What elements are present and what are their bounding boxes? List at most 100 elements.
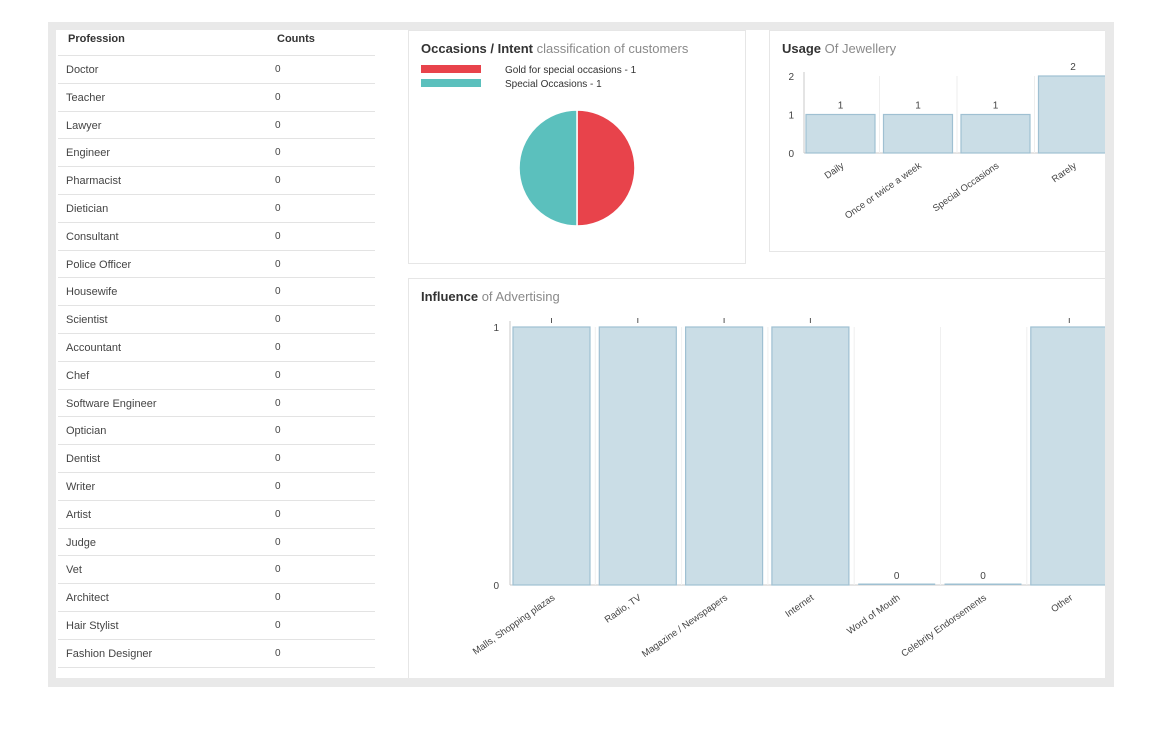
table-row: Fashion Designer 0 (58, 638, 375, 667)
data-label: 2 (1070, 62, 1076, 73)
x-tick-label: Magazine / Newspapers (640, 592, 730, 660)
profession-name: Optician (66, 425, 107, 438)
table-row: Optician 0 (58, 416, 375, 444)
profession-count: 0 (275, 64, 281, 75)
table-row: Hair Stylist 0 (58, 611, 375, 639)
profession-count: 0 (275, 425, 281, 437)
x-tick-label: Once or twice a week (843, 160, 924, 221)
occasions-intent-panel: Occasions / Intent classification of cus… (408, 30, 746, 264)
table-row: Writer 0 (58, 472, 375, 500)
table-row: Chef 0 (58, 360, 375, 389)
profession-name: Lawyer (66, 119, 102, 132)
profession-count: 0 (275, 620, 281, 631)
pie-slice (576, 109, 636, 227)
profession-count: 0 (275, 481, 281, 492)
influence-title: Influence (421, 289, 479, 304)
pie-chart: Gold for special occasions - 1 Special Oc… (421, 65, 637, 227)
table-row: Artist 0 (58, 499, 375, 528)
legend-label: Special Occasions - 1 (505, 79, 602, 90)
usage-subtitle: Of Jewellery (824, 41, 897, 56)
influence-advertising-title: Influence of Advertising (421, 289, 560, 304)
x-tick-label: Daily (823, 160, 847, 181)
usage-bar-chart: 0 1 2 1 Daily 1 Once or twice a week 1 Special O… (788, 62, 1105, 222)
profession-name: Writer (66, 481, 96, 493)
influence-advertising-panel: Influence of Advertising 0 1 Malls, Shoppi… (408, 278, 1105, 678)
usage-jewellery-panel: Usage Of Jewellery 0 1 2 1 Daily 1 Once or twi… (769, 30, 1105, 252)
profession-count: 0 (275, 342, 281, 353)
profession-header: Profession (68, 33, 125, 45)
data-label: 0 (894, 571, 900, 582)
profession-name: Judge (66, 536, 96, 549)
legend-label: Gold for special occasions - 1 (505, 65, 637, 76)
y-tick-label: 1 (788, 111, 794, 122)
y-tick-label: 0 (493, 581, 499, 592)
profession-count: 0 (275, 453, 281, 465)
profession-count: 0 (275, 564, 281, 576)
profession-count: 0 (275, 536, 281, 548)
profession-name: Police Officer (66, 258, 132, 271)
bar (1037, 75, 1105, 154)
bar (858, 583, 936, 585)
profession-name: Chef (66, 369, 90, 382)
table-row: Architect 0 (58, 583, 375, 611)
profession-name: Accountant (66, 342, 122, 354)
bar (1030, 326, 1105, 586)
bar (944, 583, 1022, 585)
x-tick-label: Word of Mouth (845, 592, 902, 637)
profession-name: Consultant (66, 230, 119, 243)
profession-count: 0 (275, 286, 281, 298)
pie-title: Occasions / Intent (421, 41, 533, 56)
bar (805, 113, 876, 154)
data-label: 0 (980, 571, 986, 582)
data-label: 1 (993, 101, 999, 112)
table-row: Judge 0 (58, 527, 375, 556)
table-row: Teacher 0 (58, 82, 375, 111)
x-tick-label: Radio, TV (603, 592, 644, 626)
data-label: 1 (915, 101, 921, 112)
table-row: Pharmacist 0 (58, 166, 375, 194)
table-row: Doctor 0 (58, 55, 375, 83)
x-tick-label: Celebrity Endorsements (899, 592, 989, 659)
profession-name: Pharmacist (66, 175, 122, 188)
bar (512, 326, 591, 586)
profession-name: Software Engineer (66, 397, 157, 410)
table-row: Dentist 0 (58, 444, 375, 472)
profession-count: 0 (275, 230, 281, 242)
profession-name: Dietician (66, 203, 109, 215)
x-tick-label: Internet (783, 592, 816, 620)
y-tick-label: 0 (788, 149, 794, 160)
influence-subtitle: of Advertising (481, 289, 560, 304)
occasions-intent-title: Occasions / Intent classification of cus… (421, 41, 688, 56)
usage-jewellery-title: Usage Of Jewellery (782, 41, 896, 56)
profession-name: Dentist (66, 453, 101, 466)
pie-slice (518, 109, 578, 227)
bar (960, 113, 1031, 154)
y-tick-label: 2 (788, 72, 794, 83)
profession-count: 0 (275, 397, 281, 409)
legend-swatch (421, 79, 481, 87)
table-row: Scientist 0 (58, 305, 375, 333)
legend-swatch (421, 65, 481, 73)
profession-name: Architect (66, 592, 109, 605)
profession-name: Hair Stylist (66, 620, 119, 632)
x-tick-label: Rarely (1050, 160, 1079, 185)
profession-name: Fashion Designer (66, 647, 153, 660)
table-row: Accountant 0 (58, 333, 375, 361)
profession-count: 0 (275, 203, 281, 214)
profession-name: Housewife (66, 286, 118, 299)
profession-count: 0 (275, 119, 281, 131)
table-row: Vet 0 (58, 555, 375, 583)
profession-count: 0 (275, 91, 281, 103)
profession-count: 0 (275, 258, 281, 270)
bar (685, 326, 764, 586)
table-row: Engineer 0 (58, 138, 375, 166)
profession-name: Vet (66, 564, 82, 577)
table-row: Dietician 0 (58, 194, 375, 222)
profession-count: 0 (275, 314, 281, 326)
influence-bar-chart: 0 1 Malls, Shopping plazas Radio, TVMagazin… (471, 318, 1105, 660)
table-row: Software Engineer 0 (58, 388, 375, 417)
x-tick-label: Malls, Shopping plazas (471, 592, 558, 657)
profession-count: 0 (275, 592, 281, 604)
table-row: Consultant 0 (58, 221, 375, 250)
profession-name: Engineer (66, 147, 111, 160)
